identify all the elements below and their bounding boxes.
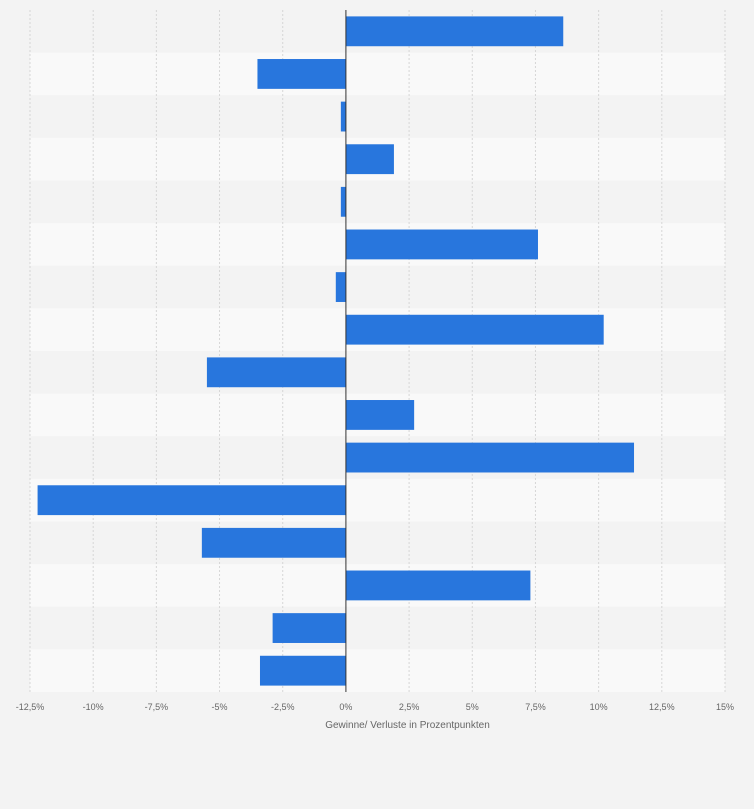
bar <box>340 101 346 132</box>
x-tick-label: -2,5% <box>271 702 295 712</box>
x-tick-label: -12,5% <box>16 702 45 712</box>
bar <box>345 229 538 260</box>
bars <box>37 16 635 686</box>
bar <box>345 16 564 47</box>
row-band <box>30 649 725 692</box>
bar <box>345 442 635 473</box>
x-tick-label: 12,5% <box>649 702 675 712</box>
row-band <box>30 606 725 650</box>
x-tick-label: 2,5% <box>399 702 420 712</box>
bar <box>257 59 346 89</box>
x-tick-label: 5% <box>466 702 479 712</box>
x-tick-label: 7,5% <box>525 702 546 712</box>
x-tick-label: 15% <box>716 702 734 712</box>
bar <box>37 485 346 516</box>
row-band <box>30 95 725 138</box>
bar <box>335 272 346 302</box>
x-tick-label: -10% <box>83 702 104 712</box>
bar <box>345 314 604 345</box>
bar <box>345 400 415 430</box>
x-tick-label: -5% <box>212 702 228 712</box>
x-axis-tick-labels: -12,5% -10% -7,5% -5% -2,5% 0% 2,5% 5% 7,5% 10% 12… <box>16 702 734 712</box>
bar <box>201 527 346 558</box>
row-band <box>30 52 725 96</box>
row-band <box>30 180 725 224</box>
bar <box>345 570 531 601</box>
row-band <box>30 521 725 565</box>
bar <box>340 186 346 217</box>
bar <box>345 144 394 175</box>
row-band <box>30 265 725 309</box>
bar <box>272 613 346 643</box>
x-tick-label: -7,5% <box>145 702 169 712</box>
bar <box>259 655 346 686</box>
x-tick-label: 10% <box>590 702 608 712</box>
bar <box>206 357 346 388</box>
x-tick-label: 0% <box>339 702 352 712</box>
x-axis-title: Gewinne/ Verluste in Prozentpunkten <box>325 720 490 731</box>
row-band <box>30 351 725 394</box>
